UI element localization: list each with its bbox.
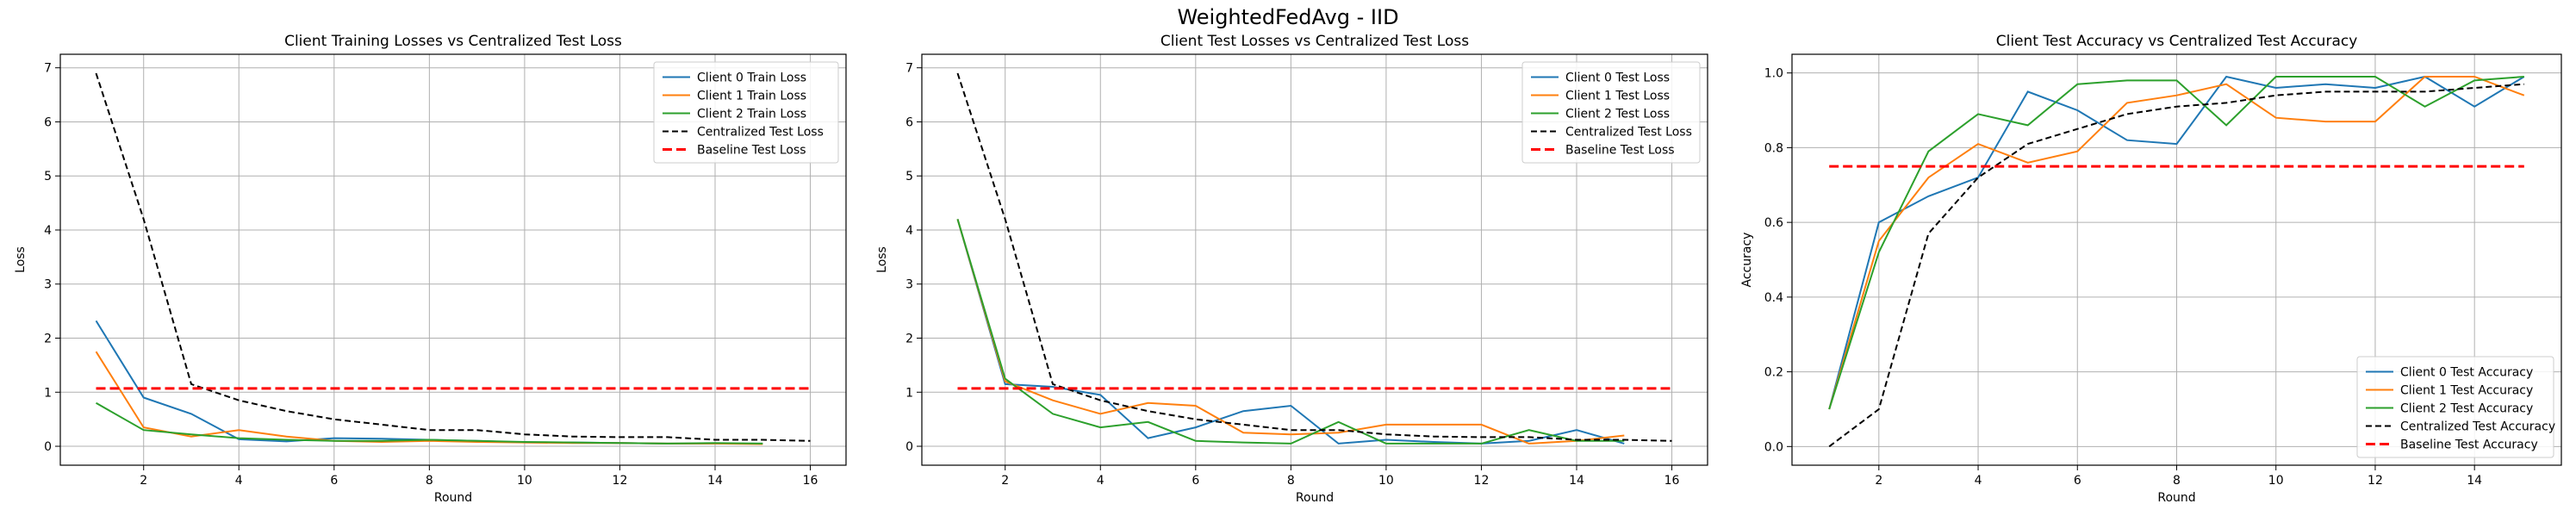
legend-label: Client 1 Test Accuracy xyxy=(2400,384,2533,398)
series-line-client-2-test-loss xyxy=(956,219,1625,445)
legend: Client 0 Train Loss Client 1 Train Loss Cl… xyxy=(653,61,839,164)
x-tick-label: 2 xyxy=(1875,474,1882,488)
x-tick-label: 8 xyxy=(426,474,433,488)
x-tick-label: 4 xyxy=(1097,474,1104,488)
legend-label: Client 2 Test Accuracy xyxy=(2400,402,2533,416)
chart-title: Client Test Accuracy vs Centralized Test… xyxy=(1996,33,2358,50)
legend-label: Centralized Test Loss xyxy=(697,126,824,140)
y-tick-label: 2 xyxy=(905,333,913,346)
legend: Client 0 Test Loss Client 1 Test Loss Clie… xyxy=(1521,61,1701,164)
legend-label: Client 0 Test Accuracy xyxy=(2400,366,2533,380)
y-tick-label: 4 xyxy=(905,224,913,238)
figure-title: WeightedFedAvg - IID xyxy=(1177,5,1399,29)
legend-label: Centralized Test Accuracy xyxy=(2400,420,2555,434)
legend-label: Client 2 Train Loss xyxy=(697,108,806,121)
axes-frame xyxy=(921,53,1708,466)
x-axis-label: Round xyxy=(1296,491,1334,505)
legend-box xyxy=(1521,61,1701,164)
y-tick-label: 6 xyxy=(905,115,913,129)
legend-label: Baseline Test Loss xyxy=(697,144,806,158)
chart-title: Client Training Losses vs Centralized Te… xyxy=(284,33,622,50)
y-tick-label: 3 xyxy=(44,278,52,292)
x-tick-label: 14 xyxy=(707,474,723,488)
axes-frame xyxy=(1791,53,2562,466)
x-tick-label: 12 xyxy=(1474,474,1490,488)
x-axis-label: Round xyxy=(434,491,472,505)
legend-box xyxy=(2356,356,2554,458)
legend-label: Client 0 Test Loss xyxy=(1565,72,1670,85)
x-tick-label: 2 xyxy=(140,474,147,488)
series-line-centralized-test-loss xyxy=(956,72,1672,442)
x-tick-label: 16 xyxy=(803,474,818,488)
y-tick-label: 7 xyxy=(905,62,913,76)
x-tick-label: 12 xyxy=(613,474,628,488)
chart-title: Client Test Losses vs Centralized Test L… xyxy=(1160,33,1469,50)
x-axis-label: Round xyxy=(2157,491,2195,505)
y-tick-label: 0 xyxy=(44,440,52,454)
legend-label: Client 0 Train Loss xyxy=(697,72,806,85)
chart-panel-test-accuracy: 2 4 6 8 10 12 14 0.0 0.2 0.4 0.6 0.8 1.0 Client Test … xyxy=(1740,33,2562,505)
x-tick-label: 4 xyxy=(1975,474,1982,488)
y-tick-label: 1 xyxy=(44,386,52,400)
x-tick-label: 8 xyxy=(1287,474,1295,488)
legend-label: Baseline Test Accuracy xyxy=(2400,438,2538,452)
y-tick-label: 3 xyxy=(905,278,913,292)
legend-label: Client 1 Train Loss xyxy=(697,90,806,103)
x-tick-label: 14 xyxy=(1569,474,1584,488)
y-tick-label: 0.6 xyxy=(1764,216,1783,230)
series-group xyxy=(956,72,1672,445)
legend-label: Centralized Test Loss xyxy=(1565,126,1692,140)
y-tick-label: 0.4 xyxy=(1764,291,1783,305)
y-tick-label: 0 xyxy=(905,440,913,454)
y-tick-label: 6 xyxy=(44,115,52,129)
x-tick-label: 6 xyxy=(2074,474,2081,488)
y-tick-label: 0.0 xyxy=(1764,440,1783,454)
series-line-client-2-train-loss xyxy=(96,401,763,445)
x-tick-label: 10 xyxy=(517,474,532,488)
series-line-client-2-test-accuracy xyxy=(1828,76,2524,410)
x-tick-label: 12 xyxy=(2368,474,2383,488)
y-tick-label: 0.2 xyxy=(1764,366,1783,380)
y-tick-label: 7 xyxy=(44,62,52,76)
y-axis-label: Loss xyxy=(14,246,28,273)
series-line-centralized-test-loss xyxy=(95,72,811,442)
x-tick-label: 14 xyxy=(2467,474,2482,488)
legend-label: Client 2 Test Loss xyxy=(1565,108,1670,121)
legend-label: Baseline Test Loss xyxy=(1565,144,1675,158)
x-tick-label: 16 xyxy=(1664,474,1680,488)
legend-box xyxy=(653,61,839,164)
x-tick-label: 4 xyxy=(235,474,243,488)
legend: Client 0 Test Accuracy Client 1 Test Accu… xyxy=(2356,356,2555,458)
x-tick-label: 2 xyxy=(1001,474,1009,488)
y-axis-label: Loss xyxy=(875,246,889,273)
y-tick-label: 5 xyxy=(905,170,913,183)
series-group xyxy=(95,72,811,445)
series-line-client-0-test-accuracy xyxy=(1828,75,2525,410)
y-tick-label: 5 xyxy=(44,170,52,183)
y-tick-label: 1.0 xyxy=(1764,67,1783,81)
x-tick-label: 10 xyxy=(1378,474,1394,488)
y-tick-label: 4 xyxy=(44,224,52,238)
legend-label: Client 1 Test Loss xyxy=(1565,90,1670,103)
y-tick-label: 0.8 xyxy=(1764,141,1783,155)
y-tick-label: 1 xyxy=(905,386,913,400)
x-tick-label: 10 xyxy=(2268,474,2284,488)
series-group xyxy=(1828,75,2525,448)
x-tick-label: 6 xyxy=(1192,474,1199,488)
x-tick-label: 8 xyxy=(2173,474,2181,488)
y-tick-label: 2 xyxy=(44,333,52,346)
axes-frame xyxy=(59,53,847,466)
y-axis-label: Accuracy xyxy=(1740,233,1754,288)
series-line-centralized-test-accuracy xyxy=(1828,83,2524,448)
x-tick-label: 6 xyxy=(330,474,338,488)
